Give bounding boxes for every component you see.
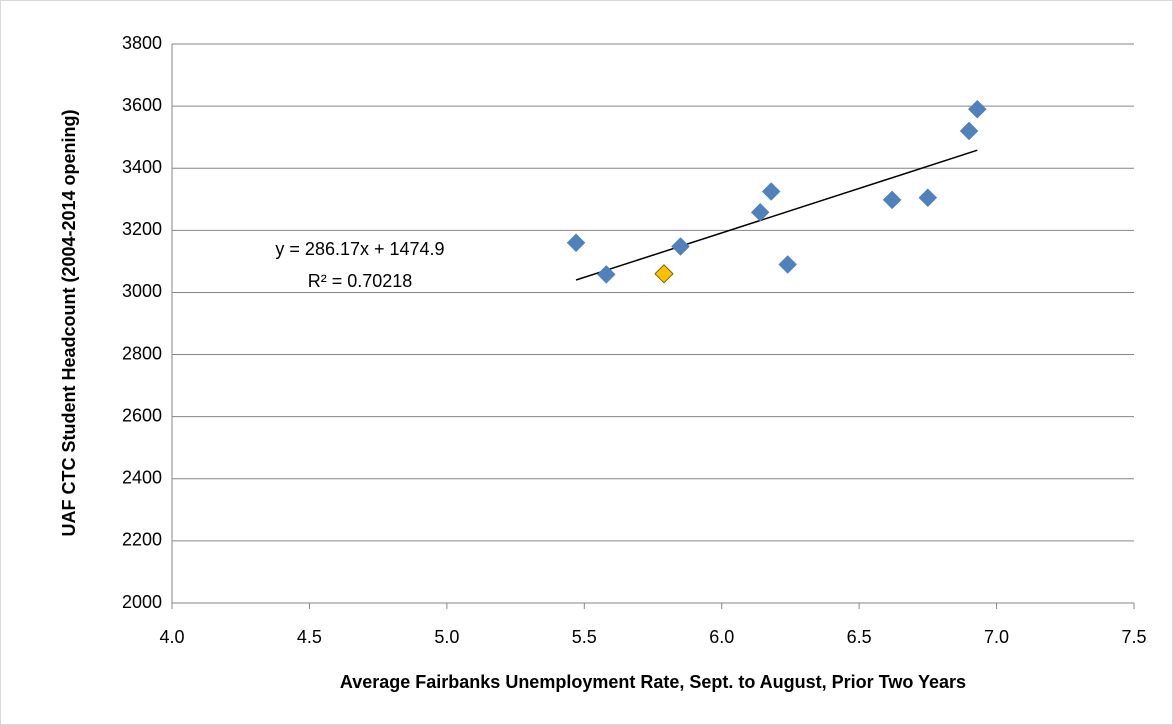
data-point xyxy=(761,182,781,201)
y-tick-label: 2400 xyxy=(122,468,162,488)
y-tick-label: 3800 xyxy=(122,33,162,53)
y-tick-label: 2800 xyxy=(122,343,162,363)
trend-equation: y = 286.17x + 1474.9 xyxy=(275,239,444,259)
data-point xyxy=(596,265,616,284)
data-point xyxy=(671,237,690,256)
x-tick-label: 4.0 xyxy=(159,627,184,647)
x-tick-label: 6.0 xyxy=(709,627,734,647)
y-axis-label: UAF CTC Student Headcount (2004-2014 ope… xyxy=(59,109,79,536)
y-tick-label: 3600 xyxy=(122,95,162,115)
x-tick-label: 7.0 xyxy=(984,627,1009,647)
x-tick-label: 7.5 xyxy=(1121,627,1146,647)
data-point xyxy=(918,188,938,208)
y-tick-label: 3000 xyxy=(122,281,162,301)
x-axis-label: Average Fairbanks Unemployment Rate, Sep… xyxy=(340,672,966,692)
data-point xyxy=(882,190,902,210)
y-tick-label: 2000 xyxy=(122,592,162,612)
y-tick-label: 3200 xyxy=(122,219,162,239)
data-point xyxy=(959,121,979,141)
data-point xyxy=(967,99,987,119)
data-point xyxy=(778,255,798,274)
r-squared: R² = 0.70218 xyxy=(308,271,413,291)
data-point xyxy=(566,233,586,253)
trendline xyxy=(575,149,978,281)
y-tick-label: 3400 xyxy=(122,157,162,177)
x-tick-label: 4.5 xyxy=(297,627,322,647)
x-tick-label: 5.5 xyxy=(572,627,597,647)
x-tick-label: 6.5 xyxy=(847,627,872,647)
x-tick-label: 5.0 xyxy=(434,627,459,647)
data-point xyxy=(654,264,674,284)
data-point xyxy=(750,202,770,222)
y-tick-label: 2600 xyxy=(122,405,162,425)
y-tick-label: 2200 xyxy=(122,530,162,550)
